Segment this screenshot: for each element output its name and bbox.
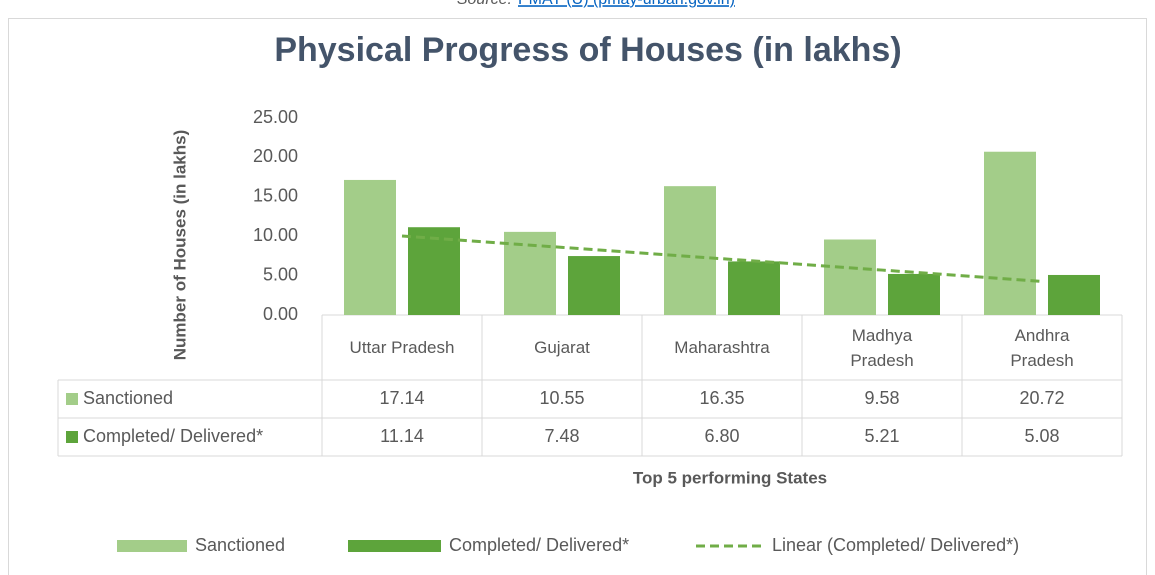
table-legend-key: [66, 431, 78, 443]
source-link: PMAY (U) (pmay-urban.gov.in): [518, 0, 735, 8]
legend-swatch: [117, 540, 187, 552]
x-tick-cell: Andhra Pradesh: [962, 315, 1122, 380]
x-tick-label: Andhra Pradesh: [1010, 325, 1074, 370]
bar: [888, 273, 940, 315]
table-value: 17.14: [379, 388, 424, 408]
bar: [824, 239, 876, 315]
y-tick-label: 5.00: [263, 264, 298, 284]
table-value: 16.35: [699, 388, 744, 408]
bar: [408, 227, 460, 315]
chart-title: Physical Progress of Houses (in lakhs): [274, 31, 901, 69]
trendline: [401, 234, 1043, 283]
x-tick-label: Maharashtra: [674, 338, 770, 357]
x-tick-cell: Uttar Pradesh: [322, 315, 482, 380]
y-tick-label: 10.00: [253, 225, 298, 245]
bar: [728, 261, 780, 315]
y-axis-title: Number of Houses (in lakhs): [170, 130, 189, 360]
x-tick-cell: Madhya Pradesh: [802, 315, 962, 380]
legend-label: Linear (Completed/ Delivered*): [772, 535, 1019, 555]
x-axis-title: Top 5 performing States: [633, 468, 827, 487]
table-value: 7.48: [544, 426, 579, 446]
table-row-label: Completed/ Delivered*: [83, 426, 263, 446]
source-label: Source:: [457, 0, 512, 8]
table-value: 5.08: [1024, 426, 1059, 446]
table-value: 10.55: [539, 388, 584, 408]
table-legend-key: [66, 393, 78, 405]
bar: [984, 151, 1036, 315]
table-value: 20.72: [1019, 388, 1064, 408]
chart-frame: [8, 18, 1147, 575]
table-value: 11.14: [380, 426, 424, 446]
legend-swatch: [348, 540, 441, 552]
y-tick-label: 0.00: [263, 304, 298, 324]
x-tick-cell: Maharashtra: [642, 315, 802, 380]
bar: [344, 179, 396, 315]
x-tick-label: Uttar Pradesh: [349, 338, 455, 357]
y-tick-label: 20.00: [253, 146, 298, 166]
bar: [664, 186, 716, 315]
table-value: 5.21: [864, 426, 899, 446]
y-tick-label: 15.00: [253, 186, 298, 206]
table-value: 9.58: [864, 388, 899, 408]
table-row-label: Sanctioned: [83, 388, 173, 408]
table-value: 6.80: [704, 426, 739, 446]
bar: [568, 256, 620, 315]
bar: [1048, 274, 1100, 315]
legend-label: Completed/ Delivered*: [449, 535, 629, 555]
x-tick-cell: Gujarat: [482, 315, 642, 380]
x-tick-label: Madhya Pradesh: [850, 325, 914, 370]
y-tick-label: 25.00: [253, 107, 298, 127]
legend-label: Sanctioned: [195, 535, 285, 555]
x-tick-label: Gujarat: [534, 338, 590, 357]
